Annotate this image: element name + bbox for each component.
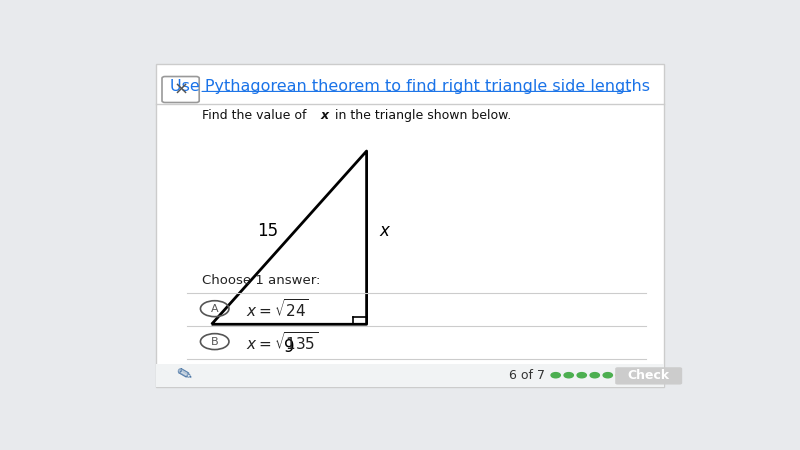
- Text: 6 of 7: 6 of 7: [510, 369, 546, 382]
- Text: 15: 15: [257, 222, 278, 240]
- Bar: [156, 364, 664, 387]
- Circle shape: [603, 373, 613, 378]
- Circle shape: [551, 373, 560, 378]
- Text: B: B: [211, 337, 218, 347]
- Text: $x = \sqrt{135}$: $x = \sqrt{135}$: [246, 331, 318, 353]
- Text: x: x: [320, 109, 328, 122]
- Text: ✏: ✏: [172, 363, 195, 387]
- Text: Use Pythagorean theorem to find right triangle side lengths: Use Pythagorean theorem to find right tr…: [170, 79, 650, 94]
- FancyBboxPatch shape: [156, 64, 664, 387]
- Circle shape: [616, 373, 626, 378]
- Text: Check: Check: [628, 369, 670, 382]
- Text: in the triangle shown below.: in the triangle shown below.: [330, 109, 511, 122]
- Circle shape: [564, 373, 574, 378]
- FancyBboxPatch shape: [162, 76, 199, 103]
- Text: 9: 9: [284, 338, 294, 356]
- Text: Choose 1 answer:: Choose 1 answer:: [202, 274, 321, 288]
- Text: $x = \sqrt{24}$: $x = \sqrt{24}$: [246, 298, 309, 320]
- Text: A: A: [211, 304, 218, 314]
- Circle shape: [590, 373, 599, 378]
- Circle shape: [577, 373, 586, 378]
- FancyBboxPatch shape: [615, 367, 682, 385]
- Text: ×: ×: [173, 81, 188, 99]
- Text: x: x: [379, 222, 389, 240]
- Text: Find the value of: Find the value of: [202, 109, 310, 122]
